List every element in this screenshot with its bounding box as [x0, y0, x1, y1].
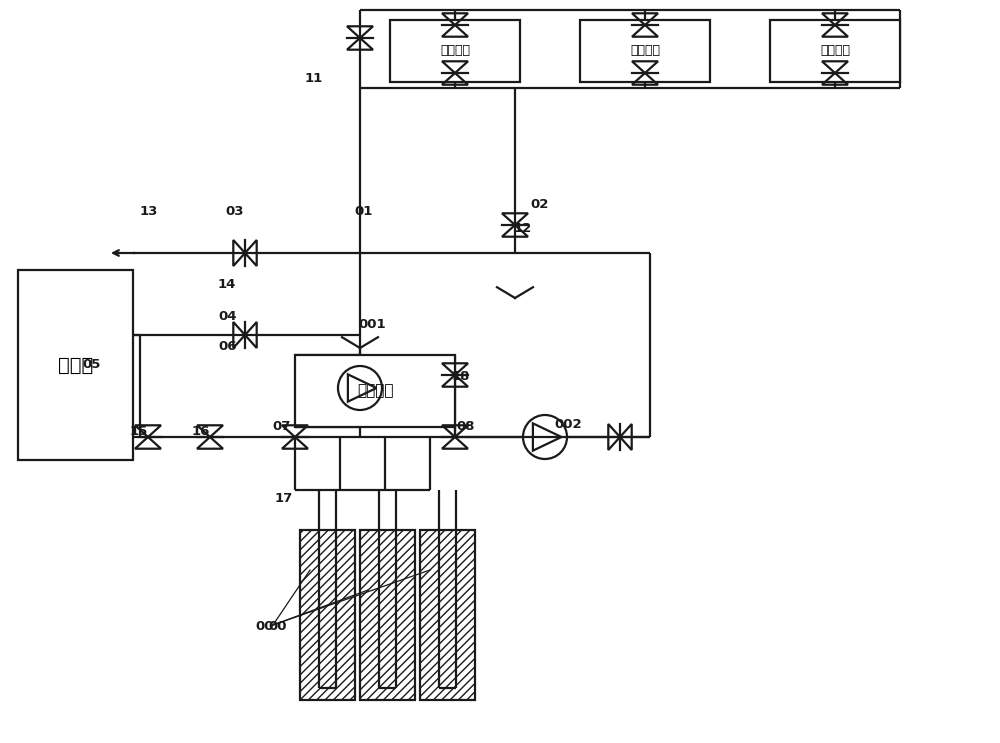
- Text: 00: 00: [268, 620, 287, 633]
- Bar: [18, 270, 133, 460]
- Text: 14: 14: [218, 278, 236, 291]
- Text: 18: 18: [452, 370, 470, 383]
- Text: 17: 17: [275, 492, 293, 505]
- Bar: [300, 530, 355, 700]
- Text: 03: 03: [225, 205, 244, 218]
- Bar: [390, 20, 520, 82]
- Text: 采暖末端: 采暖末端: [820, 45, 850, 57]
- Text: 12: 12: [514, 222, 532, 235]
- Bar: [580, 20, 710, 82]
- Text: 01: 01: [354, 205, 372, 218]
- Text: 002: 002: [554, 418, 582, 431]
- Text: 15: 15: [130, 425, 148, 438]
- Text: 05: 05: [82, 358, 100, 371]
- Text: 02: 02: [530, 198, 548, 211]
- Text: 04: 04: [218, 310, 237, 323]
- Text: 06: 06: [218, 340, 237, 353]
- Bar: [295, 355, 455, 427]
- Bar: [770, 20, 900, 82]
- Text: 00: 00: [255, 620, 274, 633]
- Text: 采暖末端: 采暖末端: [630, 45, 660, 57]
- Bar: [420, 530, 475, 700]
- Text: 11: 11: [305, 72, 323, 85]
- Text: 16: 16: [192, 425, 210, 438]
- Text: 08: 08: [456, 420, 475, 433]
- Text: 07: 07: [272, 420, 290, 433]
- Text: 表冷器: 表冷器: [58, 355, 93, 374]
- Text: 13: 13: [140, 205, 158, 218]
- Text: 采暖末端: 采暖末端: [440, 45, 470, 57]
- Bar: [360, 530, 415, 700]
- Text: 热泵机组: 热泵机组: [357, 383, 393, 398]
- Text: 001: 001: [358, 318, 386, 331]
